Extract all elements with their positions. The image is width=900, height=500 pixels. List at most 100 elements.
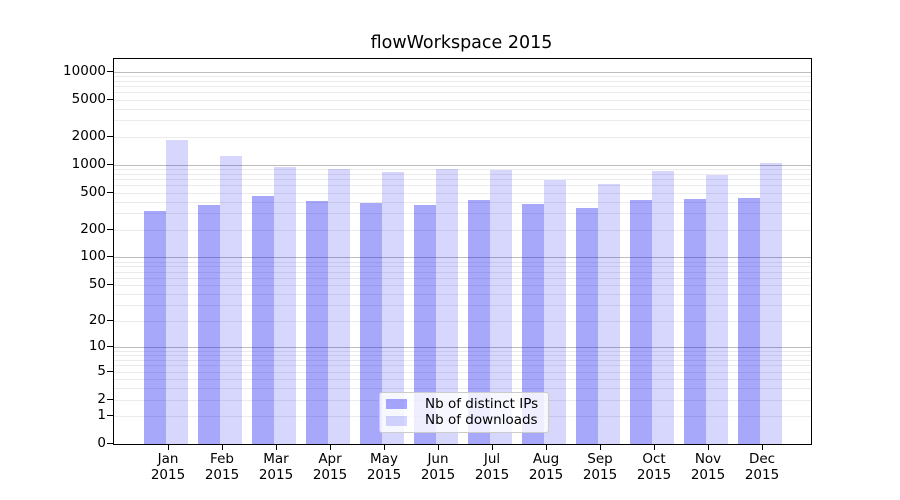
x-tick-label-jun: Jun 2015 (420, 451, 456, 483)
x-tick-mark (384, 444, 385, 450)
gridline-major (114, 72, 811, 73)
gridline-minor (114, 388, 811, 389)
gridline-minor (114, 305, 811, 306)
chart-title: flowWorkspace 2015 (370, 33, 553, 53)
bar-distinct-ips-jun (414, 205, 436, 444)
y-tick-label: 50 (88, 276, 106, 292)
gridline-minor (114, 169, 811, 170)
y-tick-label: 1 (97, 407, 106, 423)
bar-distinct-ips-jul (468, 200, 490, 444)
bar-distinct-ips-nov (684, 199, 706, 444)
gridline-minor (114, 372, 811, 373)
x-tick-label-feb: Feb 2015 (204, 451, 240, 483)
gridline-minor (114, 202, 811, 203)
x-tick-mark (654, 444, 655, 450)
gridline-major (114, 347, 811, 348)
bar-distinct-ips-jan (144, 211, 166, 444)
legend: Nb of distinct IPs Nb of downloads (379, 392, 549, 433)
bar-downloads-apr (328, 169, 350, 444)
y-tick-label: 20 (88, 312, 106, 328)
bar-downloads-mar (274, 167, 296, 444)
y-tick-mark (107, 346, 113, 347)
gridline-minor (114, 213, 811, 214)
bar-distinct-ips-dec (738, 198, 760, 444)
x-tick-label-jul: Jul 2015 (474, 451, 510, 483)
y-tick-mark (107, 399, 113, 400)
y-tick-mark (107, 415, 113, 416)
x-tick-mark (276, 444, 277, 450)
bar-distinct-ips-may (360, 203, 382, 444)
bar-downloads-oct (652, 171, 674, 444)
legend-swatch-distinct-ips (386, 399, 407, 410)
legend-label-downloads: Nb of downloads (425, 412, 538, 429)
bar-downloads-sep (598, 184, 620, 444)
bar-downloads-may (382, 172, 404, 444)
gridline-minor (114, 355, 811, 356)
bar-downloads-aug (544, 180, 566, 444)
gridline-minor (114, 278, 811, 279)
gridline-minor (114, 92, 811, 93)
bar-downloads-jun (436, 169, 458, 444)
y-tick-mark (107, 371, 113, 372)
y-tick-label: 5000 (71, 91, 106, 107)
bar-downloads-feb (220, 156, 242, 444)
gridline-minor (114, 81, 811, 82)
x-tick-label-jan: Jan 2015 (150, 451, 186, 483)
y-tick-label: 200 (80, 221, 106, 237)
x-tick-mark (438, 444, 439, 450)
y-tick-label: 2000 (71, 128, 106, 144)
y-tick-mark (107, 229, 113, 230)
x-tick-label-apr: Apr 2015 (312, 451, 348, 483)
gridline-minor (114, 272, 811, 273)
gridline-minor (114, 185, 811, 186)
y-tick-mark (107, 443, 113, 444)
y-tick-mark (107, 99, 113, 100)
gridline-minor (114, 351, 811, 352)
x-tick-label-sep: Sep 2015 (582, 451, 618, 483)
y-tick-mark (107, 192, 113, 193)
y-tick-label: 2 (97, 391, 106, 407)
legend-row-downloads: Nb of downloads (386, 413, 540, 428)
y-tick-label: 10 (88, 338, 106, 354)
x-tick-label-aug: Aug 2015 (528, 451, 564, 483)
bar-distinct-ips-mar (252, 196, 274, 444)
y-tick-mark (107, 71, 113, 72)
x-tick-mark (492, 444, 493, 450)
y-tick-label: 500 (80, 184, 106, 200)
gridline-minor (114, 321, 811, 322)
y-tick-mark (107, 320, 113, 321)
gridline-minor (114, 360, 811, 361)
legend-row-distinct-ips: Nb of distinct IPs (386, 395, 540, 412)
gridline-minor (114, 76, 811, 77)
bar-distinct-ips-apr (306, 201, 328, 444)
y-tick-label: 100 (80, 248, 106, 264)
bar-downloads-nov (706, 175, 728, 444)
bar-downloads-dec (760, 163, 782, 444)
legend-label-distinct-ips: Nb of distinct IPs (425, 395, 539, 412)
x-tick-label-oct: Oct 2015 (636, 451, 672, 483)
x-tick-mark (762, 444, 763, 450)
gridline-minor (114, 193, 811, 194)
bar-downloads-jan (166, 140, 188, 444)
legend-swatch-downloads (386, 415, 407, 426)
x-tick-mark (546, 444, 547, 450)
y-tick-mark (107, 136, 113, 137)
y-tick-mark (107, 256, 113, 257)
bar-distinct-ips-feb (198, 205, 220, 444)
gridline-minor (114, 179, 811, 180)
gridline-minor (114, 294, 811, 295)
y-tick-mark (107, 284, 113, 285)
x-tick-label-nov: Nov 2015 (690, 451, 726, 483)
y-tick-label: 10000 (63, 63, 106, 79)
x-tick-mark (600, 444, 601, 450)
y-tick-label: 5 (97, 363, 106, 379)
y-tick-label: 1000 (71, 156, 106, 172)
gridline-minor (114, 365, 811, 366)
gridline-minor (114, 137, 811, 138)
gridline-minor (114, 120, 811, 121)
x-tick-mark (222, 444, 223, 450)
plot-area (113, 58, 812, 445)
x-tick-mark (708, 444, 709, 450)
x-tick-mark (330, 444, 331, 450)
gridline-minor (114, 230, 811, 231)
